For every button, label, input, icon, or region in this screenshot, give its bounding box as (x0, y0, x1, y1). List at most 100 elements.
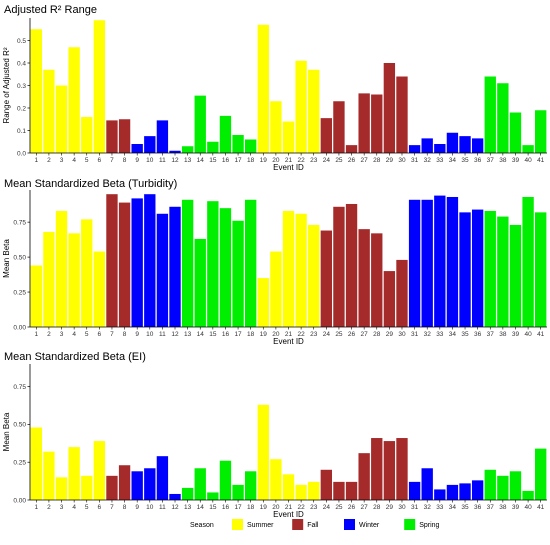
x-tick-label: 40 (524, 331, 532, 338)
x-tick-label: 9 (135, 504, 139, 511)
bar-event-29 (383, 441, 396, 500)
panel-1: Adjusted R² Range 0.0 0.1 0.2 0.3 0.4 0.5 Range… (2, 4, 547, 172)
y-tick-label: 0.25 (13, 460, 26, 467)
x-tick-label: 24 (323, 157, 331, 164)
x-tick-label: 4 (72, 157, 76, 164)
x-tick-label: 22 (297, 157, 305, 164)
x-tick-label: 20 (272, 331, 280, 338)
bar-event-24 (320, 469, 332, 500)
bar-event-12 (169, 206, 181, 327)
bar-event-13 (181, 146, 194, 153)
x-tick-label: 1 (34, 504, 38, 511)
x-tick-label: 17 (234, 331, 242, 338)
bar-event-41 (535, 448, 547, 500)
x-tick-label: 18 (247, 504, 255, 511)
bar-event-19 (257, 404, 269, 500)
bar-event-18 (245, 471, 257, 500)
bar-event-39 (509, 112, 522, 153)
bar-event-23 (308, 69, 320, 153)
legend-label-summer: Summer (247, 522, 274, 529)
x-tick-label: 14 (197, 157, 205, 164)
y-tick-label: 0.5 (17, 38, 26, 45)
x-tick-label: 11 (159, 504, 166, 511)
x-tick-label: 39 (512, 331, 520, 338)
x-axis-label: Event ID (273, 337, 304, 346)
x-tick-label: 26 (348, 504, 356, 511)
legend-swatch-fall (292, 519, 304, 530)
x-tick-label: 19 (260, 504, 268, 511)
x-tick-label: 25 (335, 157, 343, 164)
bar-event-27 (358, 229, 370, 327)
x-tick-label: 16 (222, 504, 230, 511)
x-tick-label: 8 (123, 157, 127, 164)
x-tick-label: 7 (110, 331, 114, 338)
bar-event-28 (371, 233, 383, 327)
bar-event-3 (55, 85, 68, 153)
bar-event-17 (232, 484, 244, 500)
x-tick-label: 16 (222, 331, 230, 338)
legend-label-spring: Spring (419, 522, 439, 529)
bar-event-11 (156, 456, 169, 500)
bar-event-2 (43, 451, 55, 500)
x-tick-label: 30 (398, 331, 406, 338)
x-tick-label: 25 (335, 331, 343, 338)
x-tick-label: 1 (34, 157, 38, 164)
x-tick-label: 27 (361, 157, 369, 164)
x-tick-label: 2 (47, 331, 51, 338)
bar-event-26 (345, 145, 358, 154)
bar-event-29 (383, 63, 396, 153)
x-tick-label: 40 (524, 504, 532, 511)
x-tick-label: 38 (499, 157, 507, 164)
bar-event-18 (245, 139, 257, 153)
x-tick-label: 19 (260, 331, 268, 338)
x-tick-label: 40 (524, 157, 532, 164)
bar-event-36 (471, 480, 484, 500)
bar-event-25 (333, 481, 345, 500)
x-tick-label: 41 (537, 331, 545, 338)
bar-event-2 (43, 231, 55, 327)
x-tick-label: 5 (85, 157, 89, 164)
bar-event-40 (522, 145, 534, 154)
x-tick-label: 31 (411, 504, 419, 511)
x-tick-label: 20 (272, 504, 280, 511)
x-tick-label: 34 (449, 504, 457, 511)
bar-event-34 (446, 132, 459, 153)
bar-event-12 (169, 150, 181, 153)
x-tick-label: 6 (98, 157, 102, 164)
y-tick-label: 0.2 (17, 105, 26, 112)
x-tick-label: 37 (487, 157, 495, 164)
x-tick-label: 28 (373, 157, 381, 164)
legend-swatch-summer (232, 519, 243, 530)
bar-event-25 (333, 206, 345, 327)
x-tick-label: 17 (234, 157, 242, 164)
panel-title: Adjusted R² Range (4, 4, 97, 16)
bar-event-17 (232, 220, 244, 327)
x-tick-label: 25 (335, 504, 343, 511)
bar-event-20 (270, 251, 282, 327)
bar-event-41 (535, 110, 547, 153)
bar-event-2 (43, 69, 55, 153)
bar-event-13 (181, 199, 194, 327)
x-tick-label: 37 (487, 331, 495, 338)
bar-event-8 (118, 465, 131, 500)
x-tick-label: 33 (436, 504, 444, 511)
x-tick-label: 38 (499, 331, 507, 338)
x-tick-label: 22 (297, 331, 305, 338)
x-tick-label: 30 (398, 504, 406, 511)
x-tick-label: 32 (424, 157, 432, 164)
bar-event-12 (169, 493, 181, 500)
legend-title: Season (190, 522, 214, 529)
x-axis-label: Event ID (273, 163, 304, 172)
x-tick-label: 3 (60, 504, 64, 511)
bar-event-19 (257, 24, 269, 153)
x-tick-label: 15 (209, 157, 217, 164)
bar-event-5 (81, 219, 93, 327)
bar-event-29 (383, 271, 396, 327)
x-tick-label: 3 (60, 157, 64, 164)
x-tick-label: 24 (323, 504, 331, 511)
y-tick-label: 0.00 (13, 497, 26, 504)
x-tick-label: 13 (184, 157, 192, 164)
bar-event-35 (459, 483, 471, 500)
bar-event-26 (345, 203, 358, 327)
x-tick-label: 31 (411, 331, 419, 338)
